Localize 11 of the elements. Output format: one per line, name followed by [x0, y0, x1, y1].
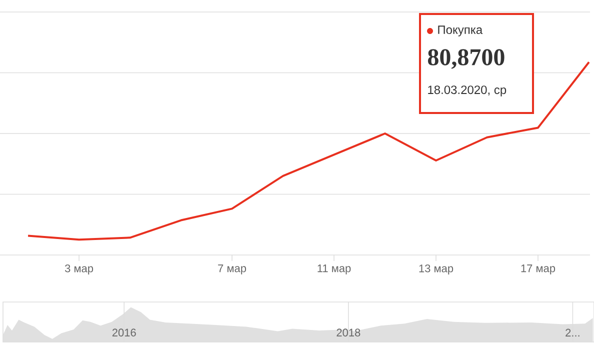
x-tick-label: 3 мар [64, 264, 94, 274]
x-tick-label: 2... [566, 328, 580, 336]
x-tick-label: 17 мар [521, 264, 556, 274]
x-tick-label: 11 мар [318, 264, 351, 274]
x-tick-label: 2016 [112, 328, 136, 336]
annotation: 18.03.2020, ср [428, 86, 506, 96]
x-tick-label: 2018 [336, 328, 360, 336]
x-tick-label: 13 мар [419, 264, 454, 274]
annotation: 80,8700 [428, 49, 504, 69]
legend-label: Покупка [438, 26, 483, 36]
x-tick-label: 7 мар [218, 264, 246, 274]
